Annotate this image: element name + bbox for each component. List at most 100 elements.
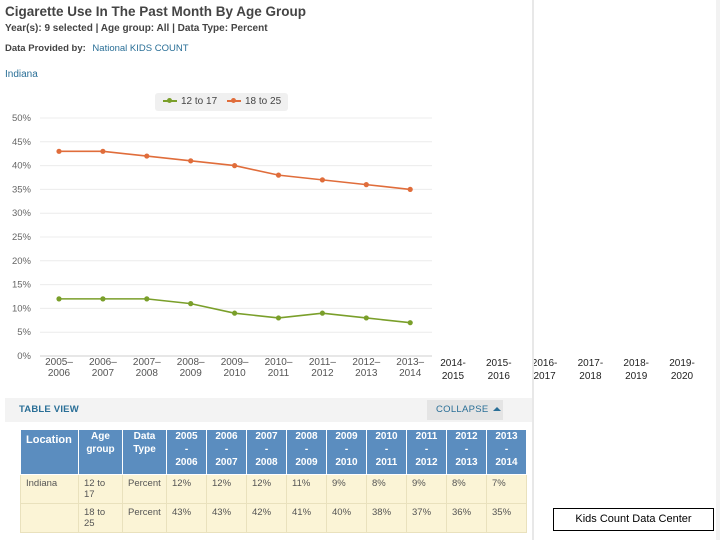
header-text: 2013 <box>495 431 518 442</box>
x-tick-label: 2005– <box>45 357 73 368</box>
data-point <box>275 172 282 178</box>
header-age-group: Age group <box>78 429 123 475</box>
header-year: 2010 - 2011 <box>366 429 407 475</box>
legend-item-18-to-25[interactable]: 18 to 25 <box>227 96 281 107</box>
x-tick-label: 2006– <box>89 357 117 368</box>
data-point <box>188 158 194 164</box>
legend-item-12-to-17[interactable]: 12 to 17 <box>163 96 217 107</box>
data-point <box>188 301 194 307</box>
collapse-button[interactable]: COLLAPSE <box>427 400 503 420</box>
data-point <box>407 186 413 192</box>
cell-value: 12% <box>206 474 247 504</box>
y-tick-label: 40% <box>12 161 32 172</box>
header-text: - <box>464 444 469 455</box>
legend-label: 12 to 17 <box>181 96 218 107</box>
edge-strip <box>716 0 720 540</box>
cell-location <box>20 503 79 533</box>
x-tick-label: 2012 <box>311 368 334 379</box>
header-text: - <box>264 444 269 455</box>
header-text: - <box>344 444 349 455</box>
data-point <box>56 296 62 302</box>
x-tick-label: 2011– <box>309 357 337 368</box>
data-point <box>363 182 369 188</box>
cell-location: Indiana <box>20 474 79 504</box>
legend-swatch-icon <box>227 98 241 104</box>
table-header-row: Location Age group Data Type 2005-2006 2006-20… <box>20 429 527 475</box>
cell-value: 9% <box>406 474 447 504</box>
divider <box>532 0 534 540</box>
location-label: Indiana <box>5 69 38 80</box>
data-point <box>56 148 62 154</box>
header-text: 2005 <box>175 431 198 442</box>
header-text: 2009 <box>295 457 318 468</box>
series-line <box>59 150 411 191</box>
header-text: 2014 <box>495 457 518 468</box>
x-tick-label: 2010– <box>265 357 293 368</box>
header-text: 2008 <box>255 457 278 468</box>
y-tick-label: 15% <box>12 280 32 291</box>
table-toolbar: TABLE VIEW COLLAPSE <box>5 398 532 422</box>
header-text: 2013 <box>455 457 478 468</box>
x-tick-label: 2007– <box>133 357 161 368</box>
header-text: - <box>224 444 229 455</box>
x-tick-label: 2011 <box>268 368 290 379</box>
header-text: Data <box>133 431 156 442</box>
cell-value: 38% <box>366 503 407 533</box>
header-text: Age <box>91 431 110 442</box>
data-point <box>319 310 325 316</box>
provider-link[interactable]: National KIDS COUNT <box>92 43 189 54</box>
header-text: - <box>504 444 509 455</box>
x-tick-label: 2013 <box>355 368 378 379</box>
collapse-label: COLLAPSE <box>436 404 489 415</box>
header-text: 2012 <box>415 457 438 468</box>
header-text: - <box>384 444 389 455</box>
header-year: 2009 - 2010 <box>326 429 367 475</box>
header-text: group <box>86 444 115 455</box>
header-text: 2007 <box>255 431 278 442</box>
x-tick-label: 2008– <box>177 357 205 368</box>
y-tick-label: 30% <box>12 208 32 219</box>
y-tick-label: 50% <box>12 113 32 124</box>
x-tick-label-extra: 2020 <box>671 371 694 382</box>
source-badge: Kids Count Data Center <box>553 508 714 531</box>
header-year: 2006 - 2007 <box>206 429 247 475</box>
cell-value: 8% <box>366 474 407 504</box>
y-tick-label: 10% <box>12 303 32 314</box>
data-provider: Data Provided by: National KIDS COUNT <box>5 43 189 54</box>
provider-label: Data Provided by: <box>5 43 86 54</box>
data-point <box>407 320 413 326</box>
header-text: - <box>304 444 309 455</box>
x-tick-label-extra: 2017- <box>578 358 604 369</box>
header-text: 2007 <box>215 457 238 468</box>
cell-value: 43% <box>206 503 247 533</box>
x-tick-label: 2014 <box>399 368 422 379</box>
x-tick-label-extra: 2018 <box>579 371 602 382</box>
header-text: 2011 <box>375 457 398 468</box>
header-text: - <box>184 444 189 455</box>
data-point <box>100 296 106 302</box>
header-text: 2010 <box>335 457 358 468</box>
header-text: 2008 <box>295 431 318 442</box>
legend-label: 18 to 25 <box>245 96 282 107</box>
cell-value: 37% <box>406 503 447 533</box>
cell-value: 40% <box>326 503 367 533</box>
header-text: 2006 <box>215 431 238 442</box>
x-tick-label: 2012– <box>352 357 380 368</box>
data-point <box>232 310 238 316</box>
header-text: 2011 <box>415 431 438 442</box>
selection-summary: Year(s): 9 selected | Age group: All | D… <box>5 23 268 34</box>
caret-up-icon <box>492 407 501 412</box>
header-year: 2008 - 2009 <box>286 429 327 475</box>
header-location[interactable]: Location <box>20 429 79 475</box>
cell-data-type: Percent <box>122 503 167 533</box>
header-year: 2007 - 2008 <box>246 429 287 475</box>
data-point <box>363 315 369 321</box>
chart-legend: 12 to 17 18 to 25 <box>155 93 288 111</box>
cell-value: 12% <box>246 474 287 504</box>
header-text: - <box>424 444 429 455</box>
page-title: Cigarette Use In The Past Month By Age G… <box>5 4 307 19</box>
x-tick-label: 2009 <box>180 368 203 379</box>
data-point <box>232 163 238 169</box>
cell-value: 43% <box>166 503 207 533</box>
cell-value: 35% <box>486 503 527 533</box>
